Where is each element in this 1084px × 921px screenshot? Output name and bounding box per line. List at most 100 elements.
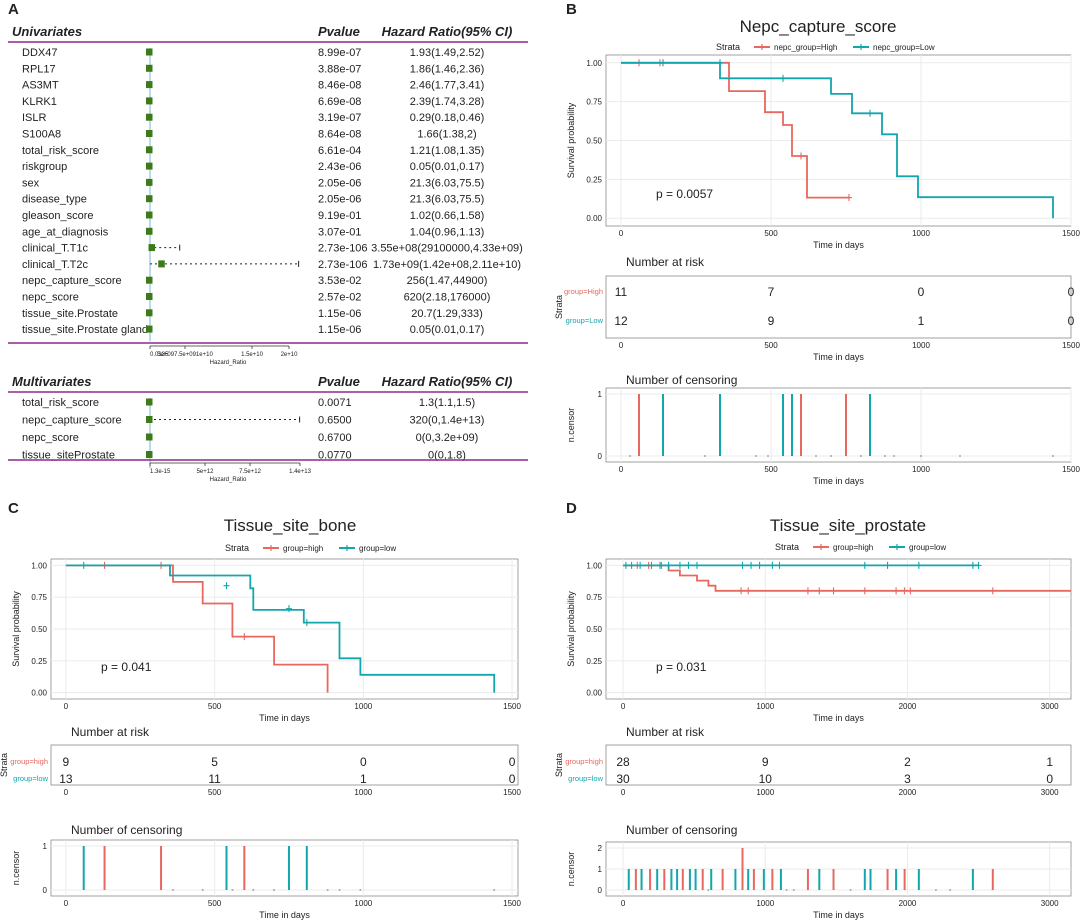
km-ylabel-b: Survival probability [566,102,576,178]
forest-point [146,195,153,203]
forest-row-label: S100A8 [22,129,61,141]
risk-table-ylabel-d: Strata [554,753,564,777]
censor-zero-mark [359,889,362,891]
km-xtick-label: 3000 [1041,702,1059,711]
censor-xtick-label: 1000 [354,899,372,908]
km-censor-mark [685,561,692,569]
km-xtick-label: 1000 [756,702,774,711]
risk-table-strata-label: group=high [565,757,603,766]
censor-ytick-label: 2 [598,844,603,853]
risk-table-strata-label: group=low [568,774,603,783]
km-censor-mark [901,587,908,595]
censor-xtick-label: 3000 [1041,899,1059,908]
forest-row-label: tissue_siteProstate [22,450,115,462]
km-censor-mark [748,561,755,569]
km-ytick-label: 0.25 [586,657,602,666]
km-censor-mark [745,587,752,595]
forest-point [146,325,153,333]
censor-zero-mark [785,889,788,891]
km-censor-mark [756,561,763,569]
km-censor-mark [846,194,852,202]
km-legend-censor-mark [858,44,864,50]
km-censor-mark [80,561,87,569]
forest-point [146,146,153,154]
km-ytick-label: 0.50 [31,625,47,634]
forest-point [146,416,153,423]
forest-row-label: total_risk_score [22,397,99,409]
forest-row-pvalue: 0.0770 [318,450,352,462]
censor-zero-mark [893,455,895,457]
forest-row-hr: 2.46(1.77,3.41) [410,80,485,92]
forest-axis-tick-label: 5e+12 [197,469,215,475]
risk-table-title-b: Number at risk [626,255,705,269]
forest-row-label: DDX47 [22,47,57,59]
censor-ylabel-c: n.censor [11,851,21,886]
km-legend-censor-mark [759,44,765,50]
censor-plot-title-b: Number of censoring [626,373,737,387]
km-curve-low [65,564,496,693]
censor-xtick-label: 1500 [1062,465,1080,474]
km-legend-censor-mark [818,544,824,550]
km-curve-low [621,61,1054,219]
forest-point [146,97,153,105]
forest-point [146,64,153,72]
censor-zero-mark [767,455,769,457]
risk-table-value: 0 [509,755,516,769]
forest-row-label: nepc_score [22,432,79,444]
censor-xtick-label: 1000 [756,899,774,908]
km-ytick-label: 0.75 [31,593,47,602]
km-ytick-label: 0.50 [586,625,602,634]
km-xtick-label: 500 [208,702,222,711]
km-ytick-label: 1.00 [586,561,602,570]
km-ylabel-d: Survival probability [566,591,576,667]
risk-table-value: 0 [918,285,925,299]
risk-table-strata-label: group=low [13,774,48,783]
risk-table-xtick-label: 1500 [503,788,521,797]
censor-ytick-label: 1 [598,390,603,399]
censor-zero-mark [755,455,757,457]
forest-row-pvalue: 3.88e-07 [318,63,361,75]
km-legend-label: group=low [909,543,946,552]
risk-table-value: 11 [615,285,628,299]
km-title-c: Tissue_site_bone [224,516,357,535]
km-xlabel-d: Time in days [813,713,864,723]
forest-row-hr: 1.02(0.66,1.58) [410,210,485,222]
km-legend-censor-mark [344,545,350,551]
forest-row-pvalue: 9.19e-01 [318,210,361,222]
km-censor-mark [798,152,804,160]
km-ytick-label: 0.25 [31,657,47,666]
censor-xlabel-b: Time in days [813,476,864,486]
risk-table-strata-label: group=Low [566,316,604,325]
censor-zero-mark [792,889,795,891]
risk-table-value: 1 [360,772,367,786]
censor-plot-title-c: Number of censoring [71,823,182,837]
censor-xtick-label: 1500 [503,899,521,908]
km-censor-mark [739,561,746,569]
km-legend-label: group=high [283,544,323,553]
panel-label-d: D [566,500,577,517]
risk-table-value: 7 [768,285,775,299]
forest-header-1: Multivariates [12,374,91,389]
censor-ytick-label: 0 [43,886,48,895]
forest-point [146,130,153,137]
censor-zero-mark [830,455,832,457]
km-censor-mark [969,561,976,569]
forest-row-hr: 1.3(1.1,1.5) [419,397,475,409]
forest-row-pvalue: 1.15e-06 [318,324,361,336]
km-censor-mark [804,587,811,595]
risk-table-ylabel-b: Strata [554,295,564,319]
forest-row-hr: 0(0,1.8) [428,450,466,462]
forest-row-label: KLRK1 [22,96,57,108]
km-ytick-label: 0.50 [586,137,602,146]
risk-table-value: 1 [918,314,925,328]
forest-row-hr: 256(1.47,44900) [407,275,488,287]
risk-table-xtick-label: 1500 [1062,341,1080,350]
risk-table-value: 9 [768,314,775,328]
forest-header-0: Univariates [12,24,82,39]
censor-zero-mark [707,889,710,891]
forest-axis-title-0: Hazard_Ratio [210,360,247,366]
km-ytick-label: 1.00 [586,59,602,68]
forest-row-label: disease_type [22,194,87,206]
forest-point [146,398,153,406]
forest-row-label: sex [22,177,40,189]
